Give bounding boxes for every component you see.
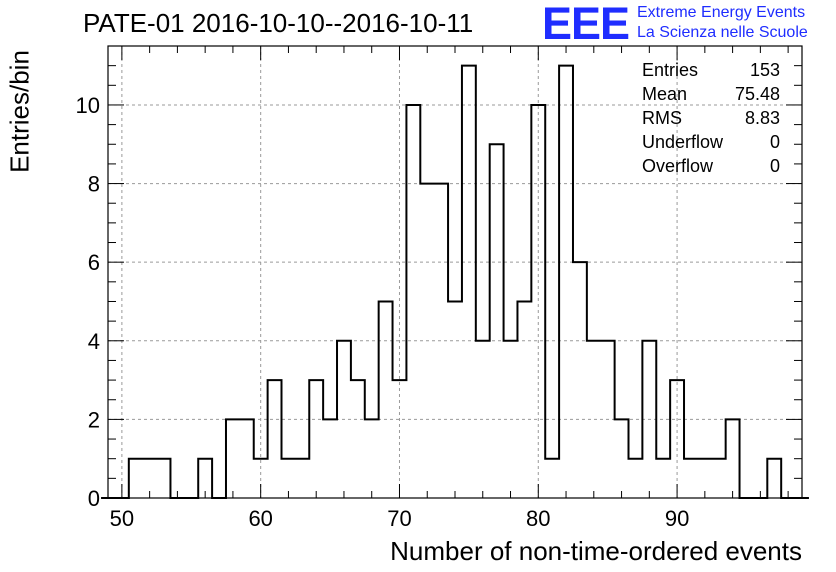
stat-rms: RMS 8.83 (642, 106, 780, 130)
stat-label: Overflow (642, 156, 714, 176)
stat-mean: Mean 75.48 (642, 82, 780, 106)
x-axis-title: Number of non-time-ordered events (390, 536, 802, 566)
histogram-bin (157, 459, 171, 498)
x-tick-label: 50 (110, 506, 134, 531)
stat-value: 8.83 (744, 108, 780, 128)
y-tick-label: 8 (88, 172, 100, 197)
histogram-bin (531, 105, 545, 498)
histogram-bin (351, 380, 365, 498)
stat-overflow: Overflow 0 (642, 154, 780, 178)
histogram-bin (129, 459, 143, 498)
histogram-bin (240, 419, 254, 498)
stat-label: RMS (642, 108, 682, 128)
logo-line-1: Extreme Energy Events (637, 4, 806, 21)
eee-logo-mark: EEE (542, 0, 630, 49)
y-tick-label: 2 (88, 407, 100, 432)
histogram-bin (406, 105, 420, 498)
histogram-bin (295, 459, 309, 498)
y-tick-label: 4 (88, 329, 100, 354)
stats-box: Entries 153 Mean 75.48 RMS 8.83 Underflo… (642, 58, 780, 178)
stat-value: 0 (769, 156, 780, 176)
histogram-bin (517, 301, 531, 498)
histogram-bin (490, 144, 504, 498)
histogram-bin (629, 459, 643, 498)
stat-label: Mean (642, 84, 688, 104)
y-tick-label: 6 (88, 250, 100, 275)
y-tick-label: 0 (88, 486, 100, 511)
histogram-bin (448, 301, 462, 498)
x-tick-label: 80 (526, 506, 550, 531)
y-tick-label: 10 (76, 93, 100, 118)
histogram-bin (323, 419, 337, 498)
stat-value: 0 (769, 132, 780, 152)
histogram-bin (559, 66, 573, 498)
histogram-bin (712, 459, 726, 498)
histogram-bin (656, 459, 670, 498)
histogram-bin (615, 419, 629, 498)
histogram-bin (268, 380, 282, 498)
histogram-bin (684, 459, 698, 498)
stat-label: Underflow (642, 132, 724, 152)
y-axis-title: Entries/bin (4, 50, 35, 173)
histogram-bin (309, 380, 323, 498)
stat-underflow: Underflow 0 (642, 130, 780, 154)
x-tick-label: 90 (665, 506, 689, 531)
plot-frame (107, 45, 803, 499)
histogram-outline (101, 64, 809, 499)
histogram-bin (726, 419, 740, 498)
histogram-bin (545, 459, 559, 498)
stat-entries: Entries 153 (642, 58, 780, 82)
histogram-bin (767, 459, 781, 498)
histogram-bin (462, 66, 476, 498)
stat-value: 153 (749, 60, 780, 80)
histogram-bin (226, 419, 240, 498)
x-tick-label: 70 (387, 506, 411, 531)
histogram-bin (365, 419, 379, 498)
stat-value: 75.48 (734, 84, 780, 104)
chart-title: PATE-01 2016-10-10--2016-10-11 (83, 8, 474, 38)
logo-line-2: La Scienza nelle Scuole (637, 24, 808, 41)
histogram-bin (573, 262, 587, 498)
x-tick-label: 60 (248, 506, 272, 531)
stat-label: Entries (642, 60, 699, 80)
eee-logo: EEE Extreme Energy Events La Scienza nel… (542, 0, 836, 49)
histogram-bin (379, 301, 393, 498)
